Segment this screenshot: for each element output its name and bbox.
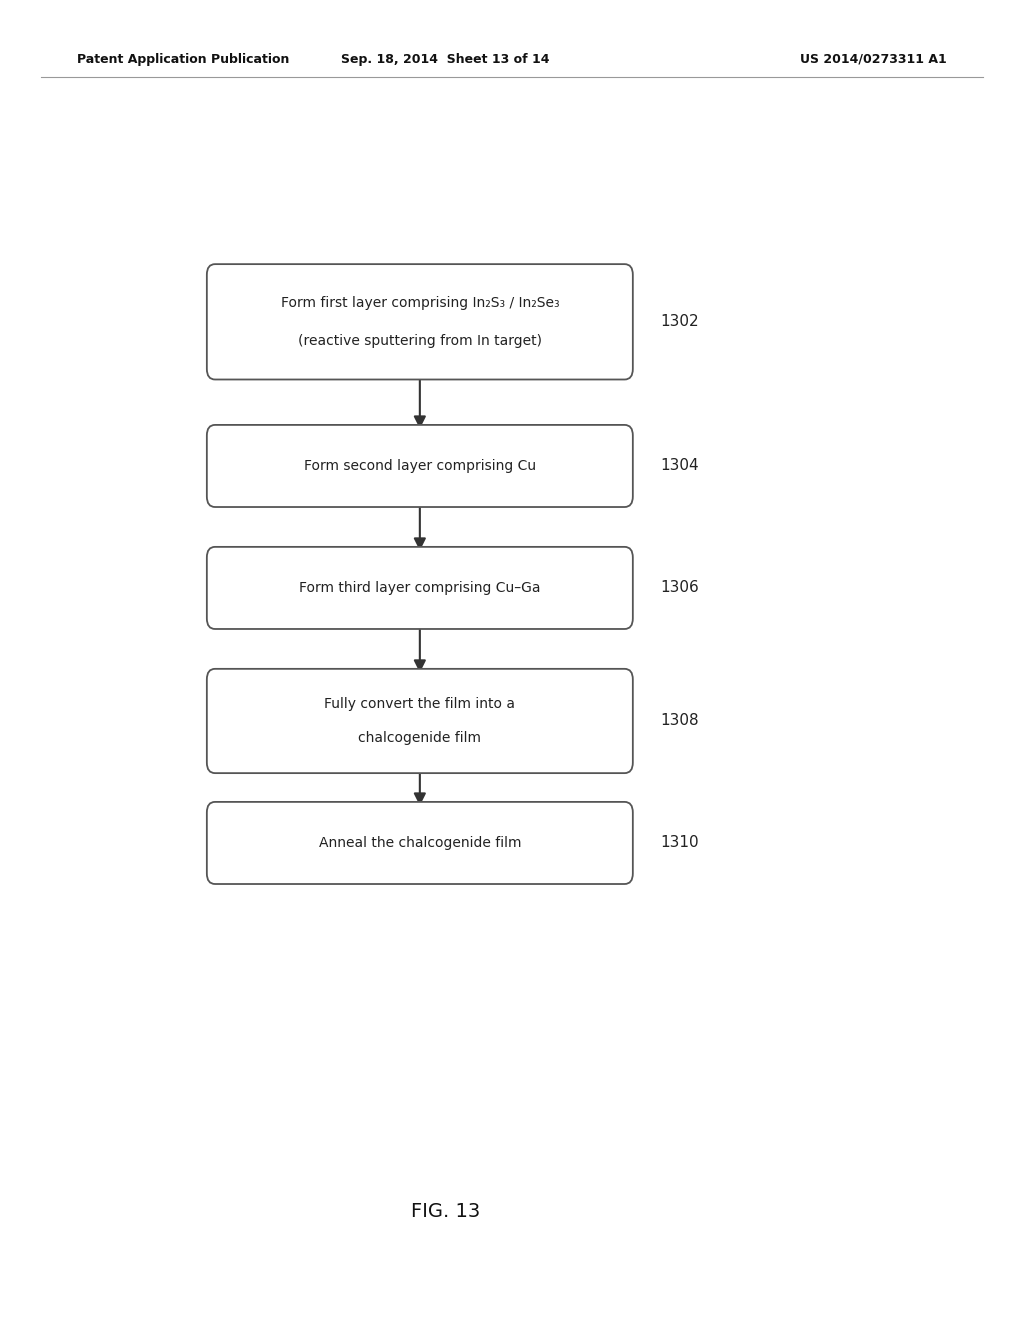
Text: US 2014/0273311 A1: US 2014/0273311 A1 xyxy=(801,53,947,66)
Text: Sep. 18, 2014  Sheet 13 of 14: Sep. 18, 2014 Sheet 13 of 14 xyxy=(341,53,550,66)
Text: Anneal the chalcogenide film: Anneal the chalcogenide film xyxy=(318,836,521,850)
Text: Fully convert the film into a: Fully convert the film into a xyxy=(325,697,515,711)
Text: FIG. 13: FIG. 13 xyxy=(411,1203,480,1221)
Text: 1302: 1302 xyxy=(660,314,699,329)
Text: chalcogenide film: chalcogenide film xyxy=(358,730,481,744)
Text: 1306: 1306 xyxy=(660,581,699,595)
Text: Form third layer comprising Cu–Ga: Form third layer comprising Cu–Ga xyxy=(299,581,541,595)
Text: Patent Application Publication: Patent Application Publication xyxy=(77,53,289,66)
Text: Form second layer comprising Cu: Form second layer comprising Cu xyxy=(304,459,536,473)
Text: 1304: 1304 xyxy=(660,458,699,474)
Text: 1310: 1310 xyxy=(660,836,699,850)
Text: Form first layer comprising In₂S₃ / In₂Se₃: Form first layer comprising In₂S₃ / In₂S… xyxy=(281,296,559,310)
Text: 1308: 1308 xyxy=(660,714,699,729)
Text: (reactive sputtering from In target): (reactive sputtering from In target) xyxy=(298,334,542,347)
